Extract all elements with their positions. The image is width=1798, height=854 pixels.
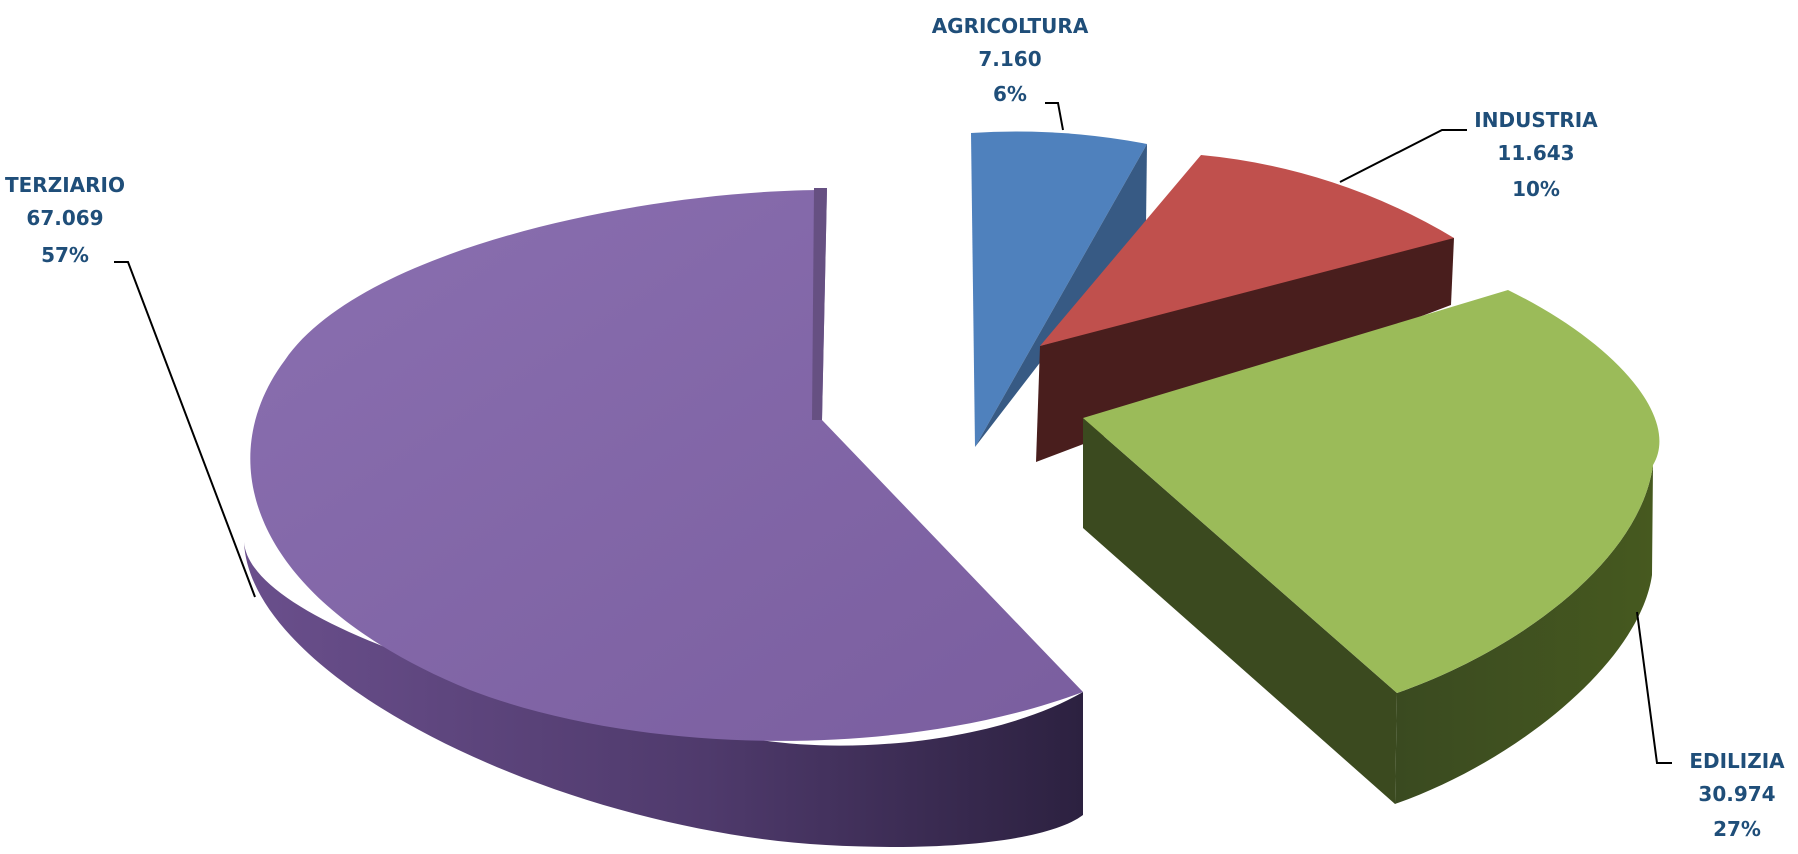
label-name: AGRICOLTURA [932,14,1089,38]
slice-side [975,144,1147,447]
label-percent: 27% [1713,817,1761,841]
slice-side [244,542,1083,847]
pie-slice-edilizia [1083,290,1660,804]
data-label-industria: INDUSTRIA 11.643 10% [1474,108,1598,201]
slice-top [250,188,1083,741]
data-label-edilizia: EDILIZIA 30.974 27% [1689,749,1785,841]
slice-top [971,131,1147,447]
data-label-agricoltura: AGRICOLTURA 7.160 6% [932,14,1089,106]
data-label-terziario: TERZIARIO 67.069 57% [5,173,125,267]
label-name: INDUSTRIA [1474,108,1598,132]
label-value: 7.160 [978,47,1041,71]
label-value: 30.974 [1698,782,1775,806]
label-value: 11.643 [1497,141,1574,165]
leader-industria [1339,129,1467,183]
leader-edilizia [1636,611,1672,764]
slice-top [1040,155,1454,346]
pie-slice-terziario [244,188,1083,847]
label-name: EDILIZIA [1689,749,1785,773]
label-percent: 10% [1512,177,1560,201]
slice-cut [1083,418,1397,804]
label-percent: 6% [993,82,1027,106]
leader-agricoltura [1045,102,1064,131]
slice-side [1395,465,1653,804]
slice-top [1083,290,1660,693]
slice-cut [812,188,827,420]
label-name: TERZIARIO [5,173,125,197]
label-percent: 57% [41,243,89,267]
label-value: 67.069 [26,206,103,230]
pie-slice-agricoltura [971,131,1147,447]
leader-terziario [114,261,256,598]
